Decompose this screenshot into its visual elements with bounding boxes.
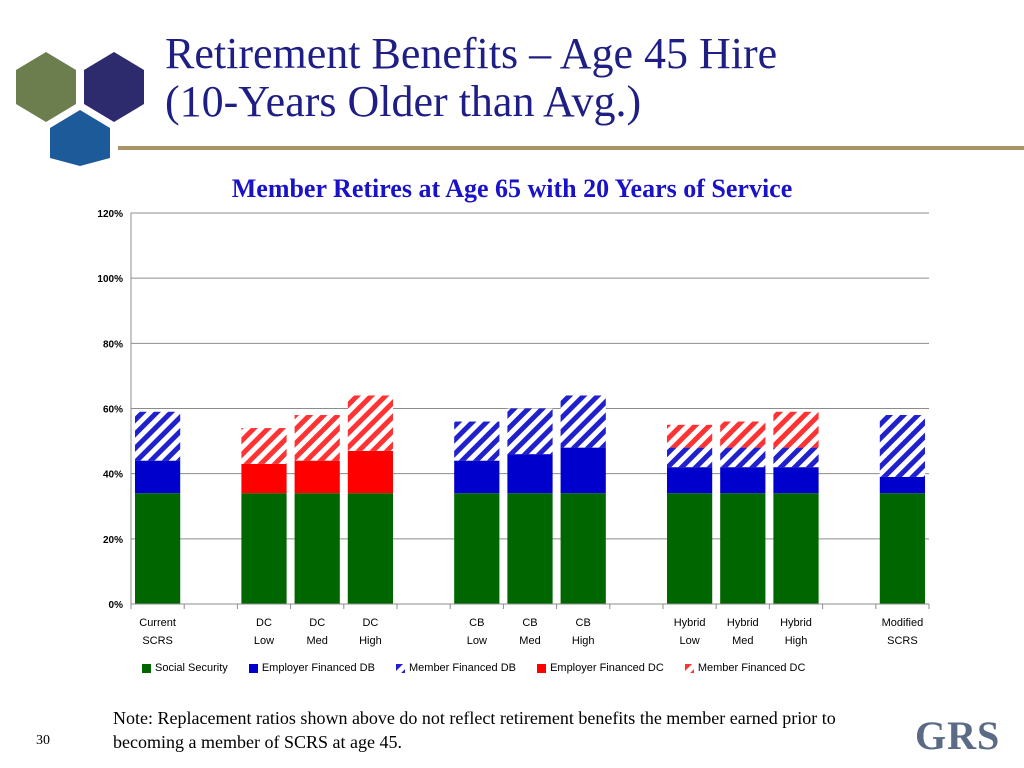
- x-tick-label: High: [785, 635, 808, 647]
- bar-segment-social-security: [241, 493, 287, 604]
- legend-swatch-social-security: [142, 663, 151, 673]
- bar-segment-social-security: [720, 493, 766, 604]
- bar-segment-member-db: [454, 421, 500, 461]
- y-tick-label: 80%: [103, 339, 123, 350]
- bar-segment-social-security: [454, 493, 500, 604]
- x-tick-label: Low: [680, 635, 700, 647]
- legend-swatch-member-dc: [684, 663, 694, 673]
- y-tick-label: 120%: [97, 209, 123, 220]
- y-tick-label: 100%: [97, 274, 123, 285]
- x-tick-label: Hybrid: [674, 617, 706, 629]
- bar-segment-member-dc: [773, 411, 819, 448]
- x-tick-label: CB: [522, 617, 537, 629]
- bar-segment-social-security: [507, 493, 553, 604]
- bar-segment-employer-db: [720, 467, 766, 494]
- x-tick-label: Hybrid: [727, 617, 759, 629]
- bar-segment-employer-db: [134, 460, 181, 494]
- x-tick-label: Low: [254, 635, 274, 647]
- legend-item-social-security: Social Security: [142, 662, 228, 674]
- bar-segment-member-db: [560, 395, 606, 448]
- x-tick-label: Med: [519, 635, 540, 647]
- hexagon-logo-icon: [16, 52, 144, 166]
- x-tick-label: Modified: [882, 617, 924, 629]
- footnote: Note: Replacement ratios shown above do …: [113, 708, 836, 752]
- bar-segment-social-security: [773, 493, 819, 604]
- title-divider: [118, 146, 1024, 150]
- chart-title: Member Retires at Age 65 with 20 Years o…: [231, 174, 793, 203]
- grs-logo: GRS: [915, 713, 1001, 758]
- bar-segment-employer-dc: [294, 460, 340, 494]
- legend-item-member-dc: Member Financed DC: [684, 662, 805, 674]
- x-tick-label: High: [572, 635, 595, 647]
- x-tick-label: Current: [139, 617, 176, 629]
- slide-title: Retirement Benefits – Age 45 Hire (10-Ye…: [165, 30, 777, 126]
- bar-segment-member-dc: [666, 424, 713, 448]
- bar-segment-employer-db: [454, 460, 500, 494]
- bar-segment-social-security: [666, 493, 713, 604]
- bar-segment-employer-db: [560, 447, 606, 494]
- bar-segment-employer-dc: [347, 450, 394, 494]
- y-tick-label: 40%: [103, 470, 123, 481]
- x-tick-label: Hybrid: [780, 617, 812, 629]
- bar-segment-member-db: [720, 447, 766, 468]
- legend-item-employer-dc: Employer Financed DC: [537, 662, 664, 674]
- legend-swatch-employer-dc: [537, 663, 547, 673]
- x-tick-label: DC: [362, 617, 378, 629]
- bar-segment-member-db: [773, 447, 819, 468]
- x-tick-label: CB: [576, 617, 591, 629]
- bar-segment-member-db: [879, 415, 926, 477]
- y-tick-label: 0%: [109, 600, 124, 611]
- legend-item-member-db: Member Financed DB: [396, 662, 516, 674]
- bar-segment-employer-dc: [241, 463, 287, 494]
- x-tick-label: SCRS: [887, 635, 918, 647]
- x-tick-label: SCRS: [142, 635, 173, 647]
- legend-swatch-employer-db: [248, 663, 258, 673]
- bar-segment-social-security: [294, 493, 340, 604]
- slide-title-line1: Retirement Benefits – Age 45 Hire: [165, 29, 778, 78]
- bar-segment-member-dc: [241, 428, 287, 464]
- x-tick-label: Med: [732, 635, 753, 647]
- slide-title-line2: (10-Years Older than Avg.): [165, 77, 642, 126]
- bar-segment-member-db: [666, 447, 713, 468]
- bar-segment-member-dc: [347, 395, 394, 451]
- x-tick-label: High: [359, 635, 382, 647]
- page-number: 30: [36, 733, 50, 748]
- bar-segment-employer-db: [773, 467, 819, 494]
- bar-segment-social-security: [347, 493, 394, 604]
- legend-swatch-member-db: [396, 663, 405, 673]
- bar-segment-social-security: [879, 493, 926, 604]
- bar-segment-member-db: [507, 408, 553, 455]
- bar-segment-employer-db: [666, 467, 713, 494]
- bar-segment-employer-db: [879, 476, 926, 494]
- bar-segment-member-dc: [720, 421, 766, 448]
- bar-segment-social-security: [560, 493, 606, 604]
- legend-item-employer-db: Employer Financed DB: [248, 662, 375, 674]
- stacked-bar-chart: 0% 20% 40% 60% 80% 100% 120% Current SCRS DC Low DC…: [97, 209, 930, 647]
- x-tick-label: Med: [306, 635, 327, 647]
- x-tick-label: CB: [469, 617, 484, 629]
- x-tick-label: DC: [256, 617, 272, 629]
- y-tick-label: 20%: [103, 535, 123, 546]
- y-tick-label: 60%: [103, 405, 123, 416]
- bar-segment-employer-db: [507, 454, 553, 494]
- x-tick-label: DC: [309, 617, 325, 629]
- chart-legend: Social Security Employer Financed DB Mem…: [142, 662, 823, 676]
- bar-segment-member-dc: [294, 415, 340, 461]
- bar-segment-social-security: [134, 493, 181, 604]
- x-tick-label: Low: [467, 635, 487, 647]
- bar-segment-member-db: [134, 411, 181, 461]
